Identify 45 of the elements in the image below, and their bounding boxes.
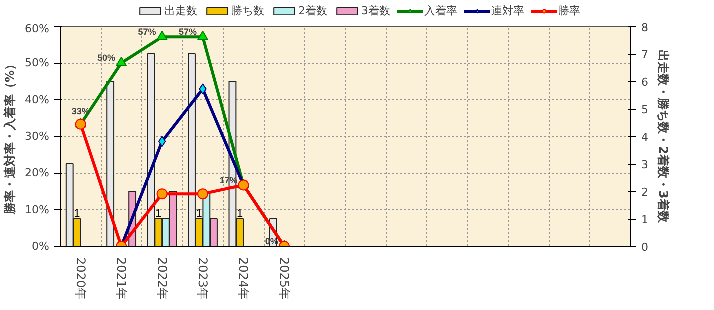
- y-tick-label: 30%: [25, 130, 50, 143]
- point: [116, 56, 128, 67]
- y2-tick-label: 3: [642, 158, 648, 172]
- legend-label: 3着数: [362, 4, 390, 18]
- y-tick-label: 50%: [25, 56, 50, 70]
- point: [198, 30, 208, 41]
- point: [156, 30, 168, 41]
- y-tick-label: 10%: [25, 203, 50, 216]
- data-label: 50%: [98, 53, 116, 64]
- y2-tick-label: 7: [642, 48, 648, 62]
- y2-tick-label: 4: [642, 131, 648, 144]
- x-tick-label: 2023年: [196, 258, 210, 300]
- legend-label: 勝率: [558, 4, 580, 18]
- legend-label: 入着率: [424, 4, 458, 18]
- data-label: 1: [196, 208, 202, 220]
- x-tick-label: 2020年: [74, 258, 88, 300]
- data-label: 1: [236, 208, 244, 220]
- point: [198, 188, 208, 200]
- y2-tick-label: 1: [642, 214, 648, 226]
- y-tick-label: 20%: [25, 166, 50, 180]
- y2-tick-label: 0: [642, 241, 648, 254]
- y-tick-label: 0%: [32, 240, 50, 253]
- data-label: 57%: [178, 27, 197, 38]
- legend-label: 2着数: [298, 4, 328, 18]
- legend-label: 勝ち数: [232, 4, 264, 18]
- y2-axis-title: 出走数・勝ち数・2着数・3着数: [656, 50, 670, 224]
- point: [156, 188, 168, 200]
- data-label: 1: [156, 208, 162, 220]
- y2-tick-label: 8: [642, 22, 648, 34]
- y2-tick-label: 6: [642, 76, 648, 89]
- y-tick-label: 60%: [25, 22, 50, 36]
- point: [158, 136, 166, 148]
- x-tick-label: 2022年: [155, 258, 170, 300]
- legend-label: 出走数: [164, 4, 198, 18]
- y2-tick-label: 5: [642, 104, 648, 116]
- data-label: 1: [74, 208, 80, 220]
- x-tick-label: 2024年: [236, 258, 251, 300]
- data-label: 57%: [138, 27, 156, 38]
- x-tick-label: 2025年: [277, 258, 292, 300]
- y-tick-label: 40%: [25, 93, 50, 106]
- bar: [106, 81, 115, 246]
- y2-tick-label: 2: [642, 186, 648, 199]
- legend-label: 連対率: [492, 4, 524, 18]
- y-axis-title: 勝率・連対率・入着率（%）: [3, 58, 18, 216]
- x-tick-label: 2021年: [114, 258, 129, 300]
